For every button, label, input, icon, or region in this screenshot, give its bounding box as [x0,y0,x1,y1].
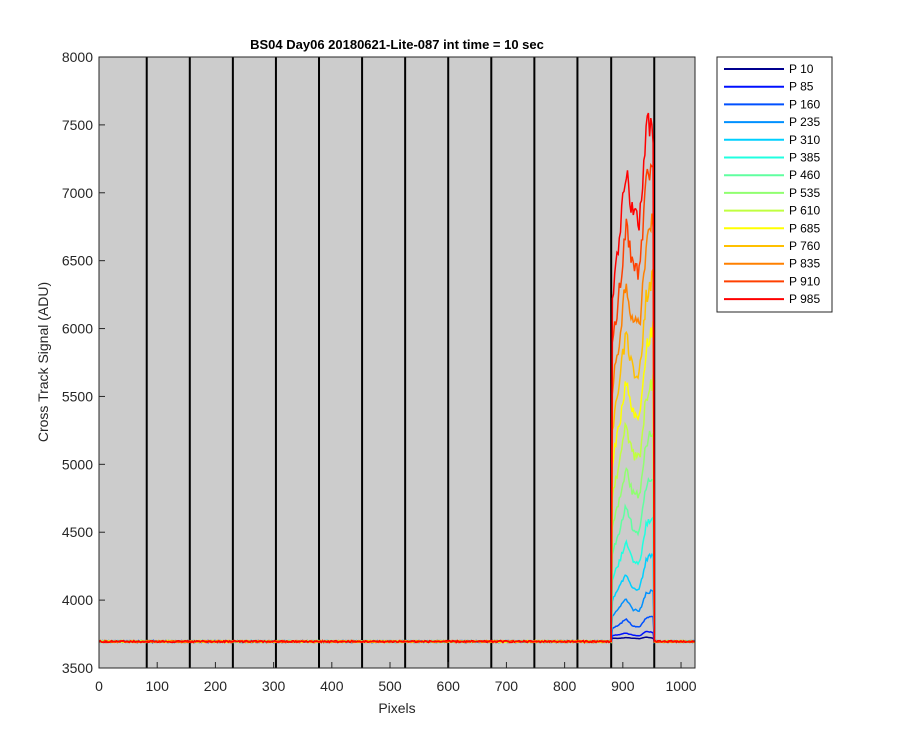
y-tick-label: 4000 [62,592,93,608]
legend: P 10 P 85 P 160 P 235 P 310 P 385 P 460 P 535 P … [716,56,833,313]
legend-entry: P 385 [789,151,820,165]
x-tick-label: 100 [146,678,170,694]
legend-entry: P 910 [789,274,820,288]
legend-entry: P 985 [789,292,820,306]
x-tick-label: 0 [95,678,103,694]
legend-entry: P 10 [789,62,814,76]
x-tick-label: 800 [553,678,577,694]
legend-entry: P 160 [789,97,820,111]
y-tick-label: 7500 [62,117,93,133]
series-lines [98,112,696,645]
legend-entry: P 610 [789,204,820,218]
y-axis-label: Cross Track Signal (ADU) [35,282,51,442]
x-tick-label: 700 [495,678,519,694]
y-axis-ticks: 3500 4000 4500 5000 5500 6000 6500 7000 7500 8000 [62,49,105,676]
plot-area [99,57,695,668]
x-tick-label: 900 [611,678,635,694]
x-axis-label: Pixels [378,700,415,716]
y-tick-label: 8000 [62,49,93,65]
legend-entry: P 310 [789,133,820,147]
x-tick-label: 300 [262,678,286,694]
y-tick-label: 7000 [62,185,93,201]
x-tick-label: 600 [437,678,461,694]
plot-frame [98,56,696,669]
series-line-p-985 [98,112,696,644]
x-tick-label: 400 [320,678,344,694]
y-tick-label: 3500 [62,660,93,676]
chart-title: BS04 Day06 20180621-Lite-087 int time = … [250,37,544,52]
x-tick-label: 1000 [665,678,696,694]
x-axis-ticks: 0 100 200 300 400 500 600 700 800 900 1000 [95,662,697,694]
legend-box [716,56,833,313]
x-tick-label: 200 [204,678,228,694]
legend-entry: P 460 [789,168,820,182]
legend-entry: P 235 [789,115,820,129]
legend-entry: P 685 [789,221,820,235]
y-tick-label: 4500 [62,524,93,540]
y-tick-label: 6500 [62,253,93,269]
legend-entry: P 85 [789,80,814,94]
y-tick-label: 5500 [62,388,93,404]
legend-entry: P 760 [789,239,820,253]
x-tick-label: 500 [378,678,402,694]
y-tick-label: 5000 [62,456,93,472]
y-tick-label: 6000 [62,321,93,337]
legend-entry: P 535 [789,186,820,200]
legend-entry: P 835 [789,257,820,271]
